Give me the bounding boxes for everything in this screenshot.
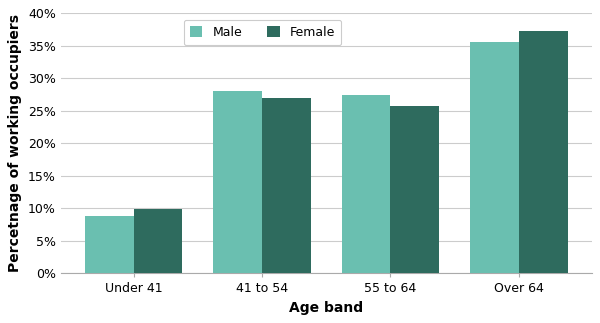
Bar — [213, 91, 262, 273]
Bar — [519, 31, 568, 273]
Bar — [262, 99, 311, 273]
Bar — [134, 209, 182, 273]
X-axis label: Age band: Age band — [289, 301, 363, 315]
Bar — [341, 95, 391, 273]
Legend: Male, Female: Male, Female — [184, 20, 341, 45]
Bar — [391, 106, 439, 273]
Bar — [85, 216, 134, 273]
Bar — [470, 42, 519, 273]
Y-axis label: Percetnage of working occupiers: Percetnage of working occupiers — [8, 14, 22, 272]
